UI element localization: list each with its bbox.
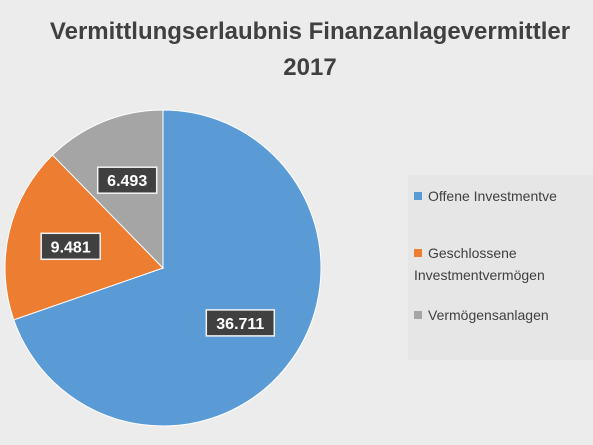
data-label-box-geschlossene — [40, 232, 101, 261]
legend-item-offene: Offene Investmentve — [414, 185, 557, 207]
chart-title: Vermittlungserlaubnis Finanzanlagevermit… — [0, 14, 593, 86]
legend-item-geschlossene: Geschlossene Investmentvermögen — [414, 242, 545, 286]
data-label-offene: 36.711 — [205, 309, 276, 337]
legend-item-vermoegensanlagen: Vermögensanlagen — [414, 304, 549, 326]
legend-label-vermoegensanlagen: Vermögensanlagen — [428, 307, 549, 323]
pie-slices — [4, 109, 322, 427]
chart-legend: Offene Investmentve Geschlossene Investm… — [408, 175, 593, 360]
legend-label-offene: Offene Investmentve — [428, 188, 557, 204]
data-label-geschlossene: 9.481 — [40, 232, 101, 261]
data-label-vermoegensanlagen: 6.493 — [96, 166, 158, 194]
chart-title-line-2: 2017 — [283, 54, 337, 81]
pie-slice-offene — [13, 109, 322, 427]
legend-swatch-geschlossene — [414, 249, 422, 257]
chart-title-line-1: Vermittlungserlaubnis Finanzanlagevermit… — [49, 18, 571, 45]
legend-label-geschlossene-line-2: Investmentvermögen — [414, 267, 545, 283]
data-label-text-geschlossene: 9.481 — [51, 239, 91, 256]
legend-label-geschlossene-line-1: Geschlossene — [428, 245, 517, 261]
data-label-box-offene — [205, 309, 276, 337]
data-label-text-offene: 36.711 — [216, 316, 264, 333]
pie-data-labels: 36.711 9.481 6.493 — [40, 166, 276, 337]
legend-swatch-vermoegensanlagen — [414, 311, 422, 319]
data-label-box-vermoegensanlagen — [96, 166, 158, 194]
legend-swatch-offene — [414, 192, 422, 200]
data-label-text-vermoegensanlagen: 6.493 — [107, 173, 147, 190]
